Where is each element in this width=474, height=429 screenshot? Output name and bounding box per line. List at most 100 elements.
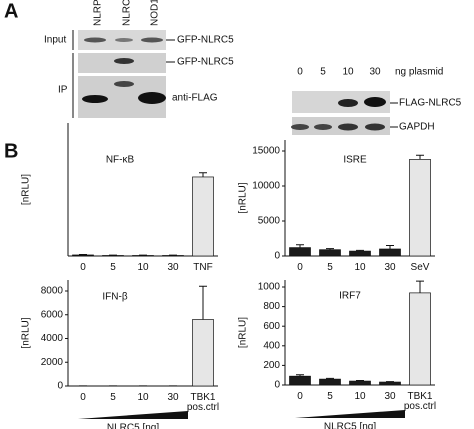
lane-label: NLRC5: [122, 0, 133, 26]
y-tick-label: 15000: [252, 146, 280, 157]
blot-band: [291, 124, 309, 130]
x-axis-label: NLRC5 [ng]: [107, 423, 159, 429]
bar: [319, 249, 341, 257]
error-bar: [199, 285, 207, 320]
x-tick-label: 10: [354, 391, 366, 402]
dose-wedge: [295, 410, 405, 418]
lane-label: NOD1: [150, 0, 161, 26]
x-tick-label: 5: [327, 262, 333, 273]
x-tick-label: 5: [110, 262, 116, 273]
bar: [349, 250, 371, 257]
y-tick-label: 400: [263, 340, 280, 351]
blot-band: [314, 124, 332, 130]
row-label: IP: [58, 85, 68, 96]
blot-label: GAPDH: [399, 122, 435, 133]
y-tick-label: 800: [263, 301, 280, 312]
y-tick-label: 4000: [41, 333, 64, 344]
x-tick-label: 0: [80, 262, 86, 273]
blot-band: [141, 37, 163, 43]
blot-band: [364, 97, 386, 107]
y-tick-label: 2000: [41, 357, 64, 368]
x-tick-label: 0: [297, 391, 303, 402]
x-tick-label: 30: [167, 262, 179, 273]
y-axis-label: [nRLU]: [238, 317, 249, 348]
dose-label: 5: [320, 67, 326, 78]
y-tick-label: 0: [274, 380, 280, 391]
panel-label: A: [4, 0, 18, 22]
error-bar: [199, 172, 207, 177]
chart-title: IFN-β: [102, 292, 127, 303]
error-bar: [386, 245, 394, 249]
row-label: Input: [44, 35, 66, 46]
y-tick-label: 1000: [258, 282, 281, 293]
blot-band: [84, 37, 106, 43]
error-bar: [356, 249, 364, 252]
x-tick-label: 5: [327, 391, 333, 402]
dose-label: 10: [342, 67, 354, 78]
error-bar: [296, 374, 304, 377]
blot-band: [114, 81, 134, 87]
dose-wedge: [78, 411, 188, 419]
bar: [409, 292, 431, 386]
error-bar: [356, 379, 364, 382]
x-tick-label: 10: [137, 392, 149, 403]
dose-label: 0: [297, 67, 303, 78]
x-tick-label: 30: [384, 391, 396, 402]
bar: [289, 247, 311, 257]
blot-label: GFP-NLRC5: [177, 35, 234, 46]
blot-label: anti-FLAG: [172, 93, 218, 104]
y-axis-label: [nRLU]: [238, 182, 249, 213]
x-tick-label: TBK1 pos.ctrl: [186, 392, 220, 413]
x-tick-label: 30: [384, 262, 396, 273]
blot-label: GFP-NLRC5: [177, 57, 234, 68]
chart-title: IRF7: [339, 291, 361, 302]
y-axis-label: [nRLU]: [21, 317, 32, 348]
y-tick-label: 5000: [258, 216, 281, 227]
bar: [379, 381, 401, 386]
bar: [379, 248, 401, 257]
y-tick-label: 10000: [252, 181, 280, 192]
chart-title: NF-κB: [106, 155, 135, 166]
x-axis-label: NLRC5 [ng]: [324, 422, 376, 429]
x-tick-label: 10: [354, 262, 366, 273]
error-bar: [416, 154, 424, 160]
chart-title: ISRE: [343, 155, 367, 166]
x-tick-label: TNF: [193, 262, 213, 273]
lane-label: NLRP3: [93, 0, 104, 26]
bar: [349, 380, 371, 386]
blot-band: [338, 99, 358, 107]
y-tick-label: 8000: [41, 286, 64, 297]
x-tick-label: TBK1 pos.ctrl: [403, 391, 437, 412]
error-bar: [79, 253, 87, 255]
dose-label: 30: [369, 67, 381, 78]
bar: [192, 176, 214, 257]
blot-band: [365, 123, 385, 131]
bar: [192, 319, 214, 387]
x-tick-label: 10: [137, 262, 149, 273]
y-tick-label: 6000: [41, 309, 64, 320]
y-tick-label: 0: [57, 381, 63, 392]
blot-band: [82, 95, 108, 103]
error-bar: [416, 280, 424, 293]
y-tick-label: 0: [274, 251, 280, 262]
blot-band: [114, 58, 134, 64]
dose-unit: ng plasmid: [395, 67, 443, 78]
bar: [289, 375, 311, 386]
error-bar: [326, 248, 334, 250]
y-tick-label: 200: [263, 360, 280, 371]
error-bar: [296, 244, 304, 248]
blot-label: FLAG-NLRC5: [399, 98, 462, 109]
error-bar: [326, 377, 334, 380]
bar: [72, 254, 94, 257]
panel-label: B: [4, 140, 18, 162]
blot-band: [115, 38, 133, 42]
y-tick-label: 600: [263, 321, 280, 332]
x-tick-label: 0: [297, 262, 303, 273]
x-tick-label: SeV: [410, 262, 430, 273]
y-axis-label: [nRLU]: [21, 174, 32, 205]
x-tick-label: 5: [110, 392, 116, 403]
blot-band: [138, 92, 166, 104]
x-tick-label: 30: [167, 392, 179, 403]
